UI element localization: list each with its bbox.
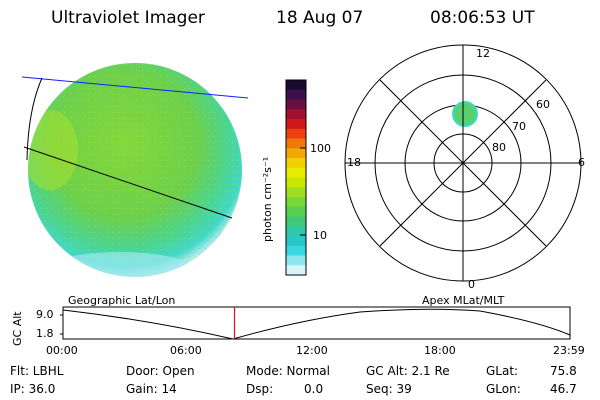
info-door: Door: Open [126,364,195,378]
colorbar-band [286,245,306,256]
timeline-right-title: Apex MLat/MLT [422,294,505,307]
info-glon-value: 46.7 [550,382,577,396]
colorbar-band [286,255,306,266]
colorbar-band [286,119,306,130]
timeline-ytick-label-1: 1.8 [36,327,54,340]
altitude-curve [62,308,571,340]
timeline-xtick-2359: 23:59 [553,344,585,357]
colorbar-band [286,99,306,110]
time-label: 08:06:53 UT [430,8,535,28]
limb-arc [26,77,43,161]
info-seq: Seq: 39 [366,382,412,396]
colorbar-band [286,128,306,139]
colorbar-band [286,226,306,237]
track-line-upper [21,76,249,99]
info-dsp-label: Dsp: [246,382,274,396]
colorbar-band [286,80,306,91]
timeline-ylabel: GC Alt [11,311,24,346]
colorbar-band [286,89,306,100]
colorbar-band [286,148,306,159]
colorbar-band [286,265,306,276]
timeline-xtick-0600: 06:00 [170,344,202,357]
mlt-label-12: 12 [476,47,490,60]
lat-label-80: 80 [492,141,506,154]
colorbar-label-100: 100 [310,142,331,155]
date-label: 18 Aug 07 [276,8,364,28]
info-gcalt: GC Alt: 2.1 Re [366,364,450,378]
timeline-left-title: Geographic Lat/Lon [68,294,176,307]
oval-patch-edge [452,101,478,127]
colorbar-band [286,236,306,247]
info-glat-value: 75.8 [550,364,577,378]
timeline-xtick-1800: 18:00 [424,344,456,357]
colorbar-band [286,187,306,198]
timeline-frame [62,306,571,340]
info-mode: Mode: Normal [246,364,330,378]
info-glon-label: GLon: [486,382,521,396]
colorbar-band [286,216,306,227]
polar-diagonal-2 [379,79,547,247]
info-flt: Flt: LBHL [10,364,64,378]
colorbar-band [286,177,306,188]
earth-image [28,63,242,277]
lat-label-60: 60 [536,98,550,111]
colorbar-band [286,138,306,149]
timeline-xtick-1200: 12:00 [296,344,328,357]
info-glat-label: GLat: [486,364,519,378]
timeline-ytick-label-9: 9.0 [36,308,54,321]
colorbar-band [286,158,306,169]
polar-plot [344,44,582,282]
timeline-xtick-0000: 00:00 [46,344,78,357]
info-dsp-value: 0.0 [304,382,324,396]
instrument-title: Ultraviolet Imager [51,8,205,28]
colorbar-label-10: 10 [313,229,327,242]
mlt-label-0: 0 [468,278,475,291]
lat-label-70: 70 [512,120,526,133]
info-gain: Gain: 14 [126,382,177,396]
colorbar-unit-label: photon cm⁻²s⁻¹ [261,156,274,242]
track-line-lower [23,146,233,219]
colorbar-band [286,206,306,217]
mlt-label-18: 18 [347,156,361,169]
colorbar-band [286,167,306,178]
info-ip: IP: 36.0 [10,382,56,396]
mlt-label-6: 6 [578,156,585,169]
colorbar-band [286,197,306,208]
color-scale-bar [286,80,306,276]
color-scale-frame [285,79,307,276]
colorbar-band [286,109,306,120]
oval-patch [453,102,477,126]
